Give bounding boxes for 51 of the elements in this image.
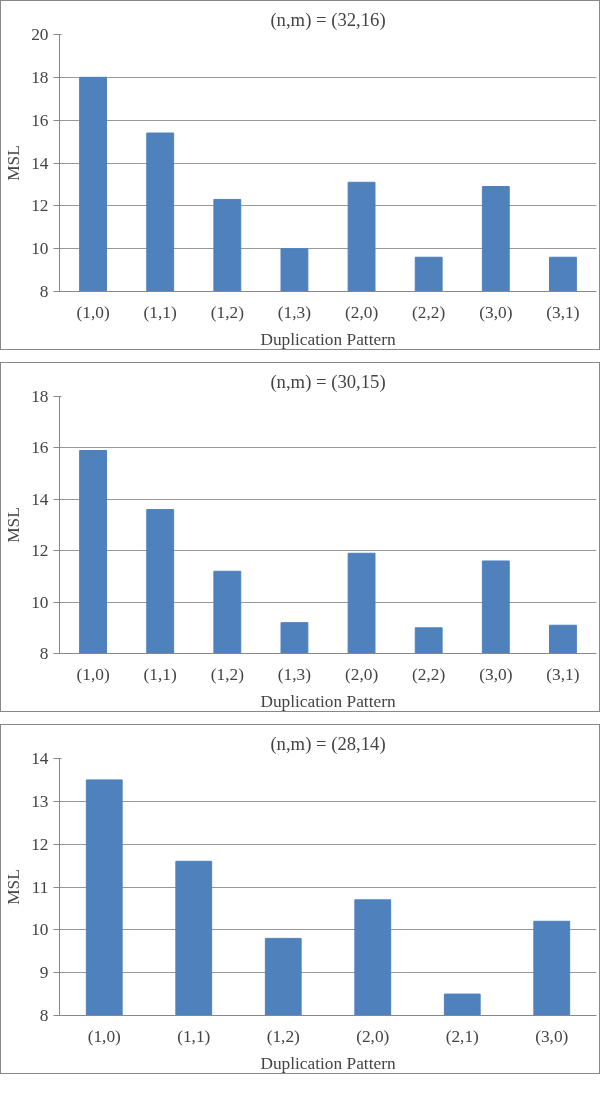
- y-tick-label: 16: [31, 438, 49, 458]
- y-axis-title: MSL: [4, 507, 24, 543]
- x-tick-label: (3,0): [479, 302, 513, 322]
- chart-title: (n,m) = (32,16): [270, 8, 386, 31]
- y-axis-title: MSL: [4, 145, 24, 181]
- y-tick-label: 14: [31, 749, 49, 768]
- x-tick-label: (3,1): [546, 302, 580, 322]
- x-tick-label: (3,1): [546, 664, 580, 684]
- x-axis-title: Duplication Pattern: [260, 1053, 396, 1073]
- y-tick-label: 12: [31, 541, 49, 561]
- x-tick-label: (2,0): [356, 1026, 390, 1046]
- y-tick-label: 8: [39, 282, 49, 301]
- y-tick-label: 9: [39, 963, 49, 983]
- y-tick-label: 14: [31, 153, 49, 173]
- y-tick-label: 12: [31, 196, 49, 216]
- x-axis-title: Duplication Pattern: [260, 329, 396, 349]
- y-tick-label: 10: [31, 239, 49, 259]
- y-tick-label: 10: [31, 920, 49, 940]
- x-tick-label: (2,0): [344, 664, 379, 684]
- x-tick-label: (2,0): [344, 302, 379, 322]
- x-tick-label: (1,2): [210, 302, 245, 322]
- chart-title: (n,m) = (30,15): [270, 370, 386, 393]
- x-tick-label: (1,3): [277, 664, 312, 684]
- y-tick-label: 18: [31, 387, 49, 406]
- x-tick-label: (1,2): [266, 1026, 301, 1046]
- x-tick-label: (1,1): [143, 302, 178, 322]
- x-axis-title: Duplication Pattern: [260, 691, 396, 711]
- chart-title: (n,m) = (28,14): [270, 732, 386, 755]
- y-tick-label: 16: [31, 110, 49, 130]
- x-tick-label: (2,2): [412, 664, 446, 684]
- y-tick-label: 20: [31, 25, 49, 44]
- x-tick-label: (1,0): [76, 302, 110, 322]
- x-tick-label: (3,0): [479, 664, 513, 684]
- x-tick-label: (1,0): [87, 1026, 122, 1046]
- x-tick-label: (2,1): [445, 1026, 480, 1046]
- x-tick-label: (1,3): [277, 302, 312, 322]
- y-tick-label: 12: [31, 834, 49, 854]
- x-tick-label: (1,0): [76, 664, 110, 684]
- x-tick-label: (1,2): [210, 664, 245, 684]
- x-tick-label: (1,1): [143, 664, 178, 684]
- y-tick-label: 8: [39, 1006, 49, 1025]
- y-tick-label: 14: [31, 489, 49, 509]
- x-tick-label: (3,0): [535, 1026, 569, 1046]
- y-tick-label: 11: [31, 877, 49, 897]
- y-tick-label: 13: [31, 791, 49, 811]
- y-tick-label: 10: [31, 592, 49, 612]
- x-tick-label: (1,1): [177, 1026, 211, 1046]
- y-tick-label: 8: [39, 644, 49, 663]
- y-tick-label: 18: [31, 67, 49, 87]
- y-axis-title: MSL: [4, 869, 24, 905]
- x-tick-label: (2,2): [412, 302, 446, 322]
